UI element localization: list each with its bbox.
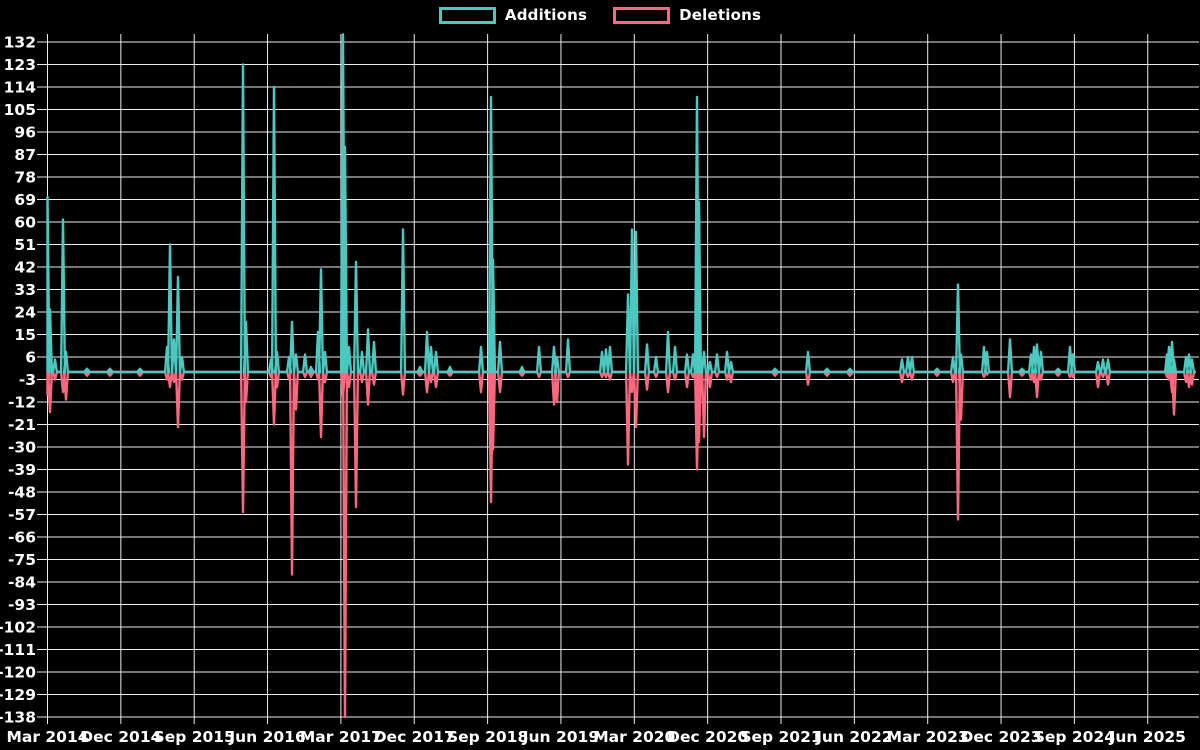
x-tick-label: Sep 2018 <box>447 728 528 746</box>
y-tick-label: -12 <box>8 394 36 412</box>
y-tick-label: -93 <box>8 596 36 614</box>
deletions-marker-diamond-icon <box>933 370 941 378</box>
additions-marker-diamond-icon <box>933 367 941 374</box>
y-tick-label: -30 <box>8 439 36 457</box>
y-tick-label: 24 <box>14 304 36 322</box>
deletions-marker-diamond-icon <box>307 370 315 378</box>
deletions-marker-diamond-icon <box>136 370 144 378</box>
deletions-marker-diamond-icon <box>771 370 779 378</box>
deletions-marker-diamond-icon <box>83 370 91 378</box>
legend-label-deletions: Deletions <box>679 6 762 24</box>
additions-marker-diamond-icon <box>307 367 315 374</box>
y-tick-label: -84 <box>8 574 36 592</box>
y-tick-label: 33 <box>14 281 36 299</box>
y-tick-label: 78 <box>14 169 36 187</box>
legend-label-additions: Additions <box>504 6 588 24</box>
deletions-line <box>46 370 1196 719</box>
deletions-marker-diamond-icon <box>416 370 424 378</box>
y-tick-label: -111 <box>0 641 36 659</box>
y-tick-label: 15 <box>14 326 36 344</box>
x-tick-label: Dec 2017 <box>374 728 455 746</box>
additions-marker-diamond-icon <box>1018 367 1026 374</box>
y-tick-label: -39 <box>8 461 36 479</box>
deletions-marker-diamond-icon <box>446 370 454 378</box>
y-tick-label: -138 <box>0 709 36 727</box>
x-tick-label: Sep 2015 <box>154 728 235 746</box>
additions-marker-diamond-icon <box>136 367 144 374</box>
y-tick-label: 6 <box>25 349 36 367</box>
y-tick-label: -21 <box>8 416 36 434</box>
legend-item-deletions[interactable]: Deletions <box>613 6 761 24</box>
x-tick-label: Dec 2014 <box>80 728 161 746</box>
y-tick-label: 105 <box>4 101 36 119</box>
deletions-swatch-icon <box>613 6 671 24</box>
y-tick-label: 60 <box>14 214 36 232</box>
additions-marker-diamond-icon <box>771 367 779 374</box>
x-tick-label: Mar 2023 <box>887 728 969 746</box>
additions-marker-diamond-icon <box>518 367 526 374</box>
y-tick-label: 123 <box>4 56 36 74</box>
additions-marker-diamond-icon <box>446 367 454 374</box>
y-tick-label: -120 <box>0 664 36 682</box>
additions-marker-diamond-icon <box>416 367 424 374</box>
y-tick-label: -102 <box>0 619 36 637</box>
deletions-marker-diamond-icon <box>1054 370 1062 378</box>
y-tick-label: -48 <box>8 484 36 502</box>
additions-marker-diamond-icon <box>846 367 854 374</box>
y-tick-label: -3 <box>19 371 36 389</box>
x-tick-label: Dec 2023 <box>960 728 1041 746</box>
y-tick-label: -129 <box>0 686 36 704</box>
legend: Additions Deletions <box>0 6 1200 24</box>
x-tick-label: Sep 2024 <box>1034 728 1116 746</box>
additions-swatch-icon <box>438 6 496 24</box>
y-tick-label: -57 <box>8 506 36 524</box>
deletions-marker-diamond-icon <box>846 370 854 378</box>
y-tick-label: -75 <box>8 551 36 569</box>
x-tick-label: Mar 2014 <box>6 728 88 746</box>
x-tick-label: Jun 2025 <box>1109 728 1186 746</box>
y-tick-label: 132 <box>4 34 36 52</box>
y-tick-label: 87 <box>14 146 36 164</box>
additions-marker-diamond-icon <box>1054 367 1062 374</box>
legend-item-additions[interactable]: Additions <box>438 6 588 24</box>
deletions-marker-diamond-icon <box>1018 370 1026 378</box>
y-tick-label: 114 <box>4 79 37 97</box>
x-tick-label: Jun 2022 <box>815 728 892 746</box>
additions-marker-diamond-icon <box>83 367 91 374</box>
x-tick-label: Mar 2017 <box>300 728 382 746</box>
y-tick-label: -66 <box>8 529 36 547</box>
deletions-marker-diamond-icon <box>823 370 831 378</box>
additions-line <box>46 33 1196 374</box>
y-tick-label: 69 <box>14 191 36 209</box>
additions-marker-diamond-icon <box>823 367 831 374</box>
additions-marker-diamond-icon <box>106 367 114 374</box>
x-tick-label: Dec 2020 <box>667 728 748 746</box>
x-tick-label: Mar 2020 <box>593 728 675 746</box>
deletions-marker-diamond-icon <box>518 370 526 378</box>
x-tick-label: Jun 2016 <box>228 728 305 746</box>
x-tick-label: Jun 2019 <box>522 728 599 746</box>
deletions-marker-diamond-icon <box>106 370 114 378</box>
y-tick-label: 96 <box>14 124 36 142</box>
x-tick-label: Sep 2021 <box>740 728 821 746</box>
y-tick-label: 51 <box>14 236 36 254</box>
y-tick-label: 42 <box>14 259 36 277</box>
